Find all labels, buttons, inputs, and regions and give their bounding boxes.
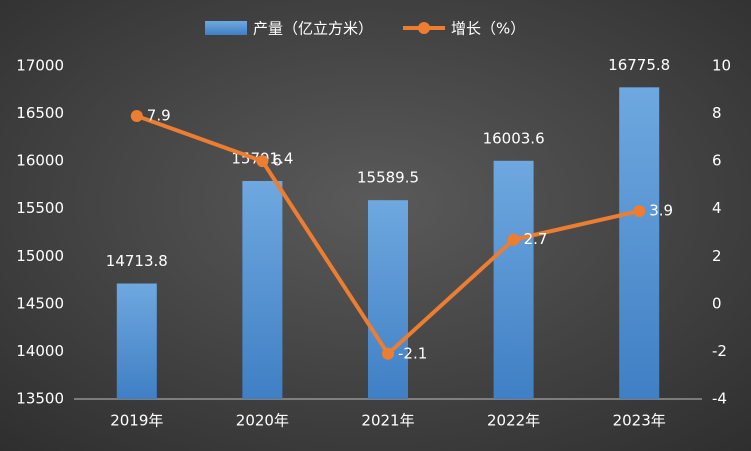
legend-label: 产量（亿立方米） bbox=[253, 20, 373, 38]
bar-value-label: 16775.8 bbox=[608, 56, 670, 74]
y2-tick-label: 4 bbox=[712, 199, 722, 217]
bar bbox=[242, 180, 283, 399]
y-tick-label: 14500 bbox=[16, 294, 64, 312]
y2-tick-label: -2 bbox=[712, 342, 727, 360]
x-tick-label: 2022年 bbox=[487, 412, 540, 430]
line-value-label: 3.9 bbox=[649, 202, 673, 220]
line-point bbox=[256, 155, 269, 168]
y-tick-label: 14000 bbox=[16, 342, 64, 360]
bar-value-label: 16003.6 bbox=[483, 129, 545, 147]
line-value-label: 7.9 bbox=[147, 106, 171, 124]
line-value-label: -2.1 bbox=[398, 344, 427, 362]
legend-label: 增长（%） bbox=[451, 20, 525, 38]
y2-tick-label: 10 bbox=[712, 57, 731, 75]
y-tick-label: 17000 bbox=[16, 57, 64, 75]
y2-tick-label: 2 bbox=[712, 247, 722, 265]
x-tick-label: 2021年 bbox=[361, 412, 414, 430]
y2-tick-label: 6 bbox=[712, 152, 722, 170]
y2-tick-label: 0 bbox=[712, 294, 722, 312]
bar bbox=[493, 160, 534, 399]
bar bbox=[116, 283, 157, 399]
x-tick-label: 2019年 bbox=[110, 412, 163, 430]
y-tick-label: 15000 bbox=[16, 247, 64, 265]
y-tick-label: 16500 bbox=[16, 104, 64, 122]
y-tick-label: 15500 bbox=[16, 199, 64, 217]
bar-value-label: 14713.8 bbox=[106, 252, 168, 270]
legend-swatch-point bbox=[418, 22, 431, 34]
x-tick-label: 2020年 bbox=[236, 412, 289, 430]
line-value-label: 2.7 bbox=[524, 230, 548, 248]
line-point bbox=[507, 233, 520, 246]
line-point bbox=[382, 347, 394, 360]
line-value-label: 6 bbox=[272, 152, 282, 170]
bar bbox=[619, 87, 660, 400]
legend-swatch bbox=[205, 21, 247, 35]
line-point bbox=[633, 205, 646, 218]
bar bbox=[368, 200, 408, 399]
x-tick-label: 2023年 bbox=[613, 412, 666, 430]
y2-tick-label: -4 bbox=[712, 390, 727, 408]
bar-value-label: 15589.5 bbox=[357, 169, 419, 187]
y2-tick-label: 8 bbox=[712, 104, 722, 122]
y-tick-label: 13500 bbox=[16, 390, 64, 408]
y-tick-label: 16000 bbox=[16, 152, 64, 170]
line-point bbox=[130, 109, 143, 122]
